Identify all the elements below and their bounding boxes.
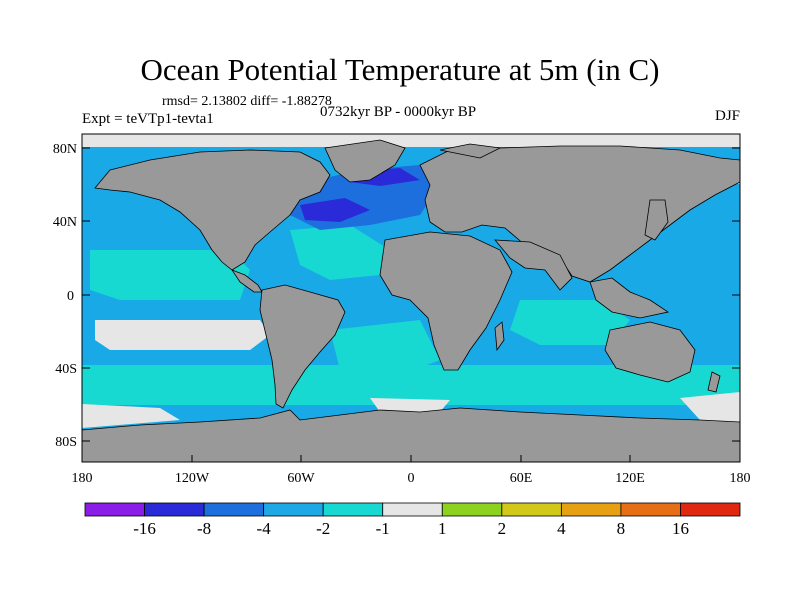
experiment-label: Expt = teVTp1-tevta1 <box>82 111 214 127</box>
lat-tick-0: 0 <box>67 289 74 304</box>
lon-tick-180w: 180 <box>72 471 93 486</box>
lat-tick-40n: 40N <box>53 215 77 230</box>
anomaly-neutral-weddell <box>370 398 450 412</box>
lon-axis <box>81 455 741 462</box>
lon-tick-0: 0 <box>408 471 415 486</box>
season-label: DJF <box>714 108 740 124</box>
colorbar <box>84 502 741 517</box>
land-north-america <box>94 149 331 271</box>
anomaly-neutral-arctic <box>82 134 740 147</box>
land-australia <box>604 321 696 383</box>
anomaly-neutral-east-pacific <box>95 320 270 350</box>
colorbar-label: -1 <box>376 519 390 538</box>
colorbar-labels: -16 -8 -4 -2 -1 1 2 4 8 16 <box>133 519 689 538</box>
colorbar-swatch <box>203 502 265 517</box>
anomaly-cyan-indian <box>510 300 630 345</box>
lon-tick-120w: 120W <box>175 471 210 486</box>
anomaly-neutral-ross <box>680 392 740 425</box>
colorbar-swatch <box>144 502 205 517</box>
land-africa <box>379 231 513 371</box>
period-label: 0732kyr BP - 0000kyr BP <box>320 104 477 120</box>
lat-axis <box>82 147 740 442</box>
colorbar-label: -4 <box>257 519 272 538</box>
land-antarctica <box>82 407 740 462</box>
land-southeast-asia <box>589 277 670 319</box>
land-eurasia <box>419 145 740 283</box>
colorbar-label: -8 <box>197 519 211 538</box>
colorbar-swatch <box>680 502 741 517</box>
stats-label: rmsd= 2.13802 diff= -1.88278 <box>162 94 332 109</box>
land-arctic-islands <box>439 143 502 159</box>
colorbar-label: 1 <box>438 519 447 538</box>
anomaly-dark-blue-north-atlantic <box>300 198 370 222</box>
colorbar-swatch <box>560 502 622 517</box>
land-japan <box>644 199 669 241</box>
colorbar-swatch <box>441 502 503 517</box>
land-madagascar <box>494 321 505 352</box>
colorbar-label: -16 <box>133 519 156 538</box>
colorbar-swatch <box>322 502 384 517</box>
lat-tick-40s: 40S <box>55 362 77 377</box>
map-plot-area <box>82 134 740 462</box>
anomaly-cyan-south-atlantic <box>330 320 440 375</box>
colorbar-label: 16 <box>672 519 689 538</box>
lat-tick-80n: 80N <box>53 142 77 157</box>
colorbar-swatch <box>84 502 145 517</box>
colorbar-label: 2 <box>498 519 507 538</box>
lon-tick-60w: 60W <box>287 471 315 486</box>
colorbar-swatch <box>263 502 324 517</box>
lon-tick-120e: 120E <box>615 471 645 486</box>
anomaly-neutral-antarctic-edge <box>82 404 180 428</box>
anomaly-cyan-atlantic <box>290 225 390 280</box>
colorbar-swatch <box>620 502 681 517</box>
land-new-zealand <box>707 371 721 393</box>
land-south-america <box>259 284 346 409</box>
colorbar-swatch <box>501 502 562 517</box>
land-masses <box>82 139 740 462</box>
lon-tick-60e: 60E <box>510 471 533 486</box>
colorbar-label: 8 <box>617 519 626 538</box>
lat-tick-80s: 80S <box>55 435 77 450</box>
land-greenland <box>324 139 406 183</box>
colorbar-label: 4 <box>557 519 566 538</box>
colorbar-swatch <box>382 502 443 517</box>
lon-tick-180e: 180 <box>730 471 751 486</box>
colorbar-label: -2 <box>316 519 330 538</box>
map-title: Ocean Potential Temperature at 5m (in C) <box>140 52 660 87</box>
anomaly-cyan-pacific <box>90 250 250 300</box>
ocean-anomaly-regions <box>82 134 740 428</box>
land-arabia-india <box>494 239 573 291</box>
